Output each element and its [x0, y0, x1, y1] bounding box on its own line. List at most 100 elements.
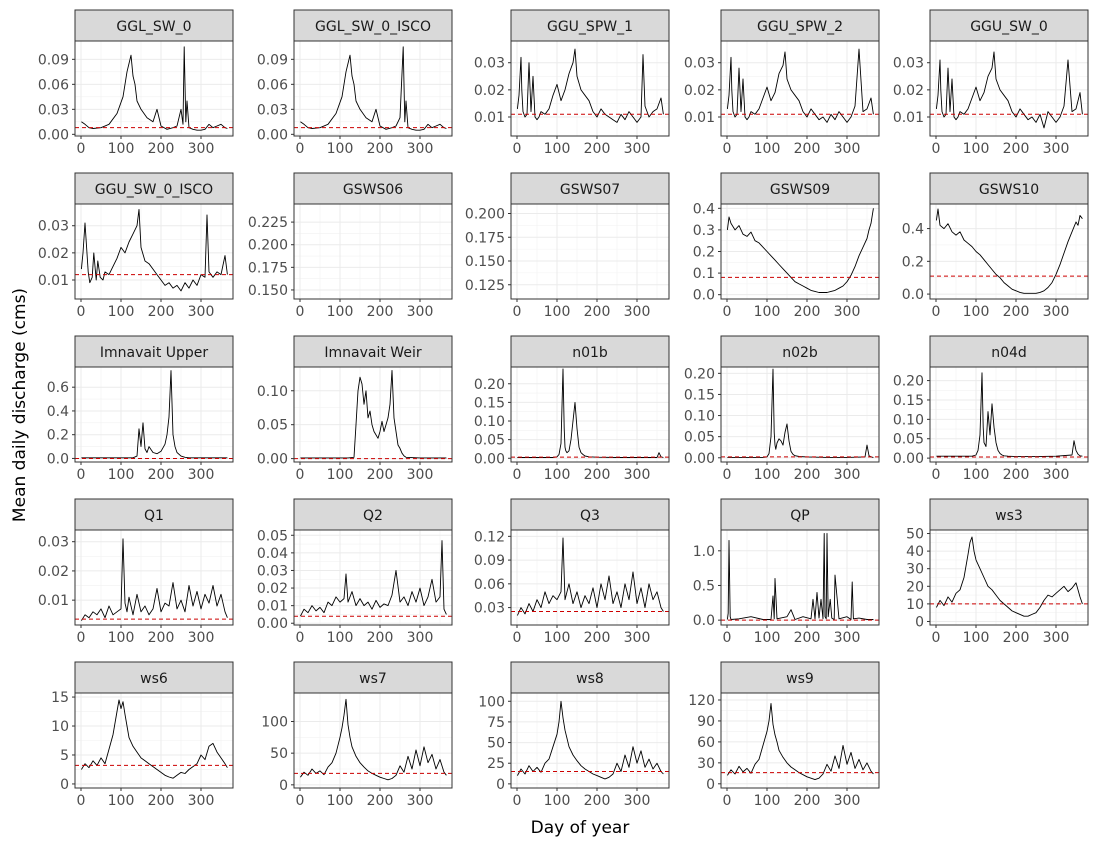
panel-border	[929, 40, 1089, 137]
y-tick-label: 90	[697, 714, 715, 730]
panel-title: GGU_SPW_2	[757, 19, 843, 35]
x-tick-label: 100	[754, 793, 781, 809]
x-tick-label: 200	[148, 304, 175, 320]
y-tick-label: 0.03	[684, 56, 715, 72]
y-tick-label: 0.0	[693, 288, 715, 304]
x-tick-label: 0	[723, 467, 732, 483]
y-tick-label: 0.01	[38, 593, 69, 609]
series-line	[726, 208, 874, 293]
y-tick-label: 100	[478, 694, 505, 710]
y-tick-label: 75	[487, 715, 505, 731]
panel-title: ws8	[576, 671, 604, 687]
panel-gsws10: GSWS10 0 100 200 300 0.0 0.2 0.4	[902, 172, 1089, 320]
x-tick-label: 200	[367, 467, 394, 483]
y-tick-label: 0.200	[248, 238, 288, 254]
panel-title: GGU_SW_0	[970, 19, 1048, 35]
y-tick-label: 0.00	[38, 127, 69, 143]
series-line	[935, 51, 1083, 129]
y-tick-label: 0.2	[693, 245, 715, 261]
panel-title: GSWS10	[979, 182, 1039, 198]
panel-border	[929, 203, 1089, 300]
x-tick-label: 300	[188, 793, 215, 809]
y-tick-label: 0.06	[474, 577, 505, 593]
y-tick-label: 0.150	[248, 283, 288, 299]
series-line	[726, 533, 874, 620]
panel-ws9: ws9 0 100 200 300 0 30 60 90 120	[688, 661, 880, 809]
x-tick-label: 300	[834, 467, 861, 483]
series-line	[81, 46, 228, 131]
x-tick-label: 100	[327, 141, 354, 157]
x-tick-label: 300	[407, 141, 434, 157]
y-tick-label: 0.4	[47, 404, 69, 420]
y-axis-label: Mean daily discharge (cms)	[10, 287, 30, 523]
panel-ggl-sw-0-isco: GGL_SW_0_ISCO 0 100 200 300 0.00 0.03 0.06 0.09	[257, 9, 453, 157]
x-tick-label: 100	[108, 141, 135, 157]
panel-border	[293, 529, 453, 626]
panel-title: Q1	[144, 508, 164, 524]
y-tick-label: 0.02	[38, 246, 69, 262]
y-tick-label: 0.10	[474, 414, 505, 430]
y-tick-label: 0.15	[684, 387, 715, 403]
y-tick-label: 0.10	[893, 412, 924, 428]
series-line	[516, 48, 664, 123]
y-tick-label: 0.4	[902, 222, 924, 238]
panel-title: GSWS07	[560, 182, 620, 198]
y-tick-label: 0.0	[902, 287, 924, 303]
panel-background	[511, 204, 669, 299]
x-tick-label: 100	[327, 467, 354, 483]
panel-border	[293, 203, 453, 300]
panel-ggu-sw-0-isco: GGU_SW_0_ISCO 0 100 200 300 0.01 0.02 0.03	[38, 172, 234, 320]
x-tick-label: 200	[148, 630, 175, 646]
y-tick-label: 0.20	[684, 366, 715, 382]
y-tick-label: 15	[51, 690, 69, 706]
y-tick-label: 20	[906, 579, 924, 595]
panel-title: ws3	[995, 508, 1023, 524]
y-tick-label: 0.225	[248, 215, 288, 231]
panel-n02b: n02b 0 100 200 300 0.00 0.05 0.10 0.15 0.20	[684, 335, 880, 483]
y-tick-label: 50	[487, 736, 505, 752]
x-tick-label: 300	[1043, 141, 1070, 157]
panel-title: GGL_SW_0_ISCO	[315, 19, 431, 35]
panel-q1: Q1 0 100 200 300 0.01 0.02 0.03	[38, 498, 234, 646]
x-tick-label: 200	[367, 141, 394, 157]
series-line	[936, 372, 1083, 458]
panel-border	[293, 40, 453, 137]
x-tick-label: 300	[407, 304, 434, 320]
x-tick-label: 100	[108, 304, 135, 320]
panel-n01b: n01b 0 100 200 300 0.00 0.05 0.10 0.15 0.20	[474, 335, 670, 483]
x-tick-label: 0	[296, 467, 305, 483]
y-tick-label: 0.06	[38, 77, 69, 93]
y-tick-label: 0.03	[257, 102, 288, 118]
x-tick-label: 0	[723, 630, 732, 646]
series-line	[81, 370, 228, 459]
panel-border	[720, 692, 880, 789]
x-tick-label: 0	[723, 793, 732, 809]
x-tick-label: 200	[367, 793, 394, 809]
panel-border	[74, 692, 234, 789]
panel-ggl-sw-0: GGL_SW_0 0 100 200 300 0.00 0.03 0.06 0.09	[38, 9, 234, 157]
panel-background	[930, 204, 1088, 299]
series-line	[81, 699, 228, 779]
panel-background	[721, 367, 879, 462]
panel-ggu-sw-0: GGU_SW_0 0 100 200 300 0.01 0.02 0.03	[893, 9, 1089, 157]
y-tick-label: 0.06	[257, 77, 288, 93]
panel-strip	[510, 498, 670, 531]
x-tick-label: 300	[188, 141, 215, 157]
x-tick-label: 300	[407, 467, 434, 483]
x-tick-label: 0	[296, 141, 305, 157]
x-tick-label: 200	[794, 304, 821, 320]
panel-border	[929, 366, 1089, 463]
y-tick-label: 0.12	[474, 529, 505, 545]
y-tick-label: 0.2	[47, 428, 69, 444]
y-tick-label: 0.00	[893, 451, 924, 467]
x-tick-label: 200	[1003, 304, 1030, 320]
x-tick-label: 100	[108, 793, 135, 809]
panel-qp: QP 0 100 200 300 0.0 0.5 1.0	[693, 498, 880, 646]
y-tick-label: 10	[906, 597, 924, 613]
y-tick-label: 0.05	[893, 432, 924, 448]
x-tick-label: 200	[794, 630, 821, 646]
y-tick-label: 0.00	[474, 451, 505, 467]
x-tick-label: 300	[1043, 467, 1070, 483]
